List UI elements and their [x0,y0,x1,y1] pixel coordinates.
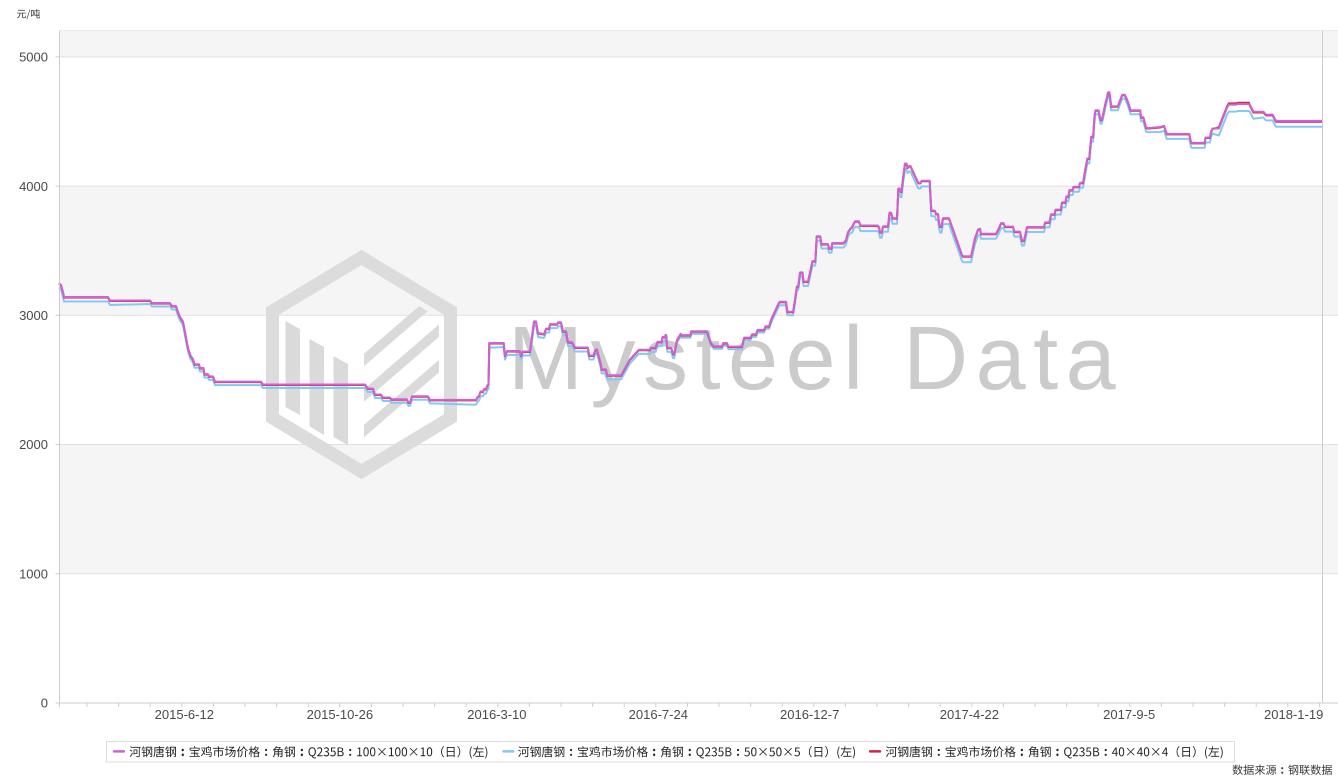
svg-text:3000: 3000 [19,308,48,323]
svg-text:2016-3-10: 2016-3-10 [467,707,526,722]
svg-text:2017-4-22: 2017-4-22 [940,707,999,722]
svg-text:2015-10-26: 2015-10-26 [307,707,374,722]
svg-text:2000: 2000 [19,437,48,452]
svg-text:2018-1-19: 2018-1-19 [1264,707,1323,722]
svg-text:1000: 1000 [19,567,48,582]
svg-text:2016-12-7: 2016-12-7 [780,707,839,722]
svg-text:2015-6-12: 2015-6-12 [155,707,214,722]
svg-text:Mysteel Data: Mysteel Data [508,309,1123,409]
svg-text:5000: 5000 [19,50,48,65]
svg-text:0: 0 [41,696,48,711]
svg-text:2016-7-24: 2016-7-24 [629,707,688,722]
svg-text:4000: 4000 [19,179,48,194]
svg-text:2017-9-5: 2017-9-5 [1103,707,1155,722]
